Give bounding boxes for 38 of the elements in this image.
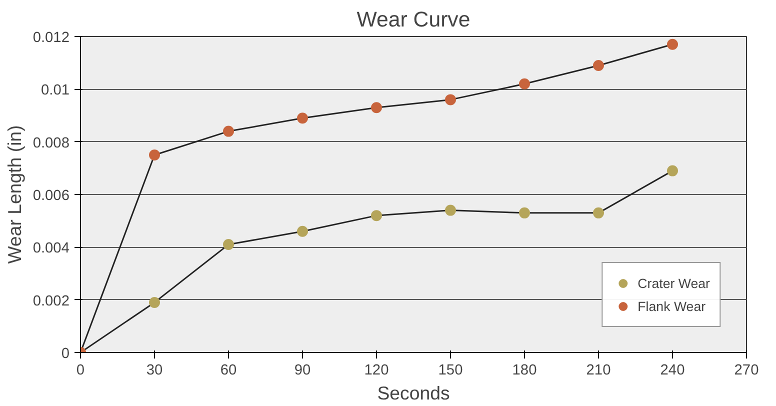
point bbox=[297, 112, 308, 124]
y-tick-label: 0.008 bbox=[32, 135, 70, 152]
x-tick-label: 240 bbox=[660, 362, 685, 378]
x-axis-title: Seconds bbox=[377, 382, 450, 404]
x-tick-label: 120 bbox=[364, 362, 389, 378]
point bbox=[445, 94, 456, 106]
x-tick-label: 60 bbox=[220, 362, 237, 378]
x-tick-label: 30 bbox=[146, 362, 163, 378]
point bbox=[667, 38, 678, 50]
y-tick-label: 0.002 bbox=[32, 293, 70, 310]
point bbox=[297, 226, 308, 237]
point bbox=[667, 165, 678, 176]
point bbox=[445, 204, 456, 216]
y-tick-label: 0.01 bbox=[40, 82, 70, 99]
chart-title: Wear Curve bbox=[356, 8, 470, 32]
x-tick-label: 210 bbox=[586, 362, 611, 378]
point bbox=[593, 207, 604, 218]
point bbox=[149, 150, 160, 160]
y-tick-label: 0.012 bbox=[32, 30, 70, 46]
x-tick-label: 0 bbox=[76, 362, 85, 378]
point bbox=[149, 296, 160, 308]
point bbox=[223, 126, 234, 137]
point bbox=[223, 239, 234, 250]
x-tick-label: 90 bbox=[294, 362, 311, 378]
x-tick-label: 270 bbox=[734, 362, 759, 378]
point bbox=[519, 207, 530, 218]
y-tick-label: 0.004 bbox=[32, 240, 70, 257]
point bbox=[371, 102, 382, 114]
y-tick-label: 0 bbox=[61, 346, 70, 362]
point bbox=[593, 60, 604, 71]
point bbox=[519, 78, 530, 90]
x-tick-label: 180 bbox=[512, 362, 537, 378]
point bbox=[371, 210, 382, 222]
y-axis-title: Wear Length (in) bbox=[4, 125, 25, 264]
x-tick-label: 150 bbox=[438, 362, 463, 378]
legend-label: Flank Wear bbox=[638, 298, 706, 314]
y-tick-label: 0.006 bbox=[32, 188, 70, 204]
legend-label: Crater Wear bbox=[638, 276, 710, 290]
